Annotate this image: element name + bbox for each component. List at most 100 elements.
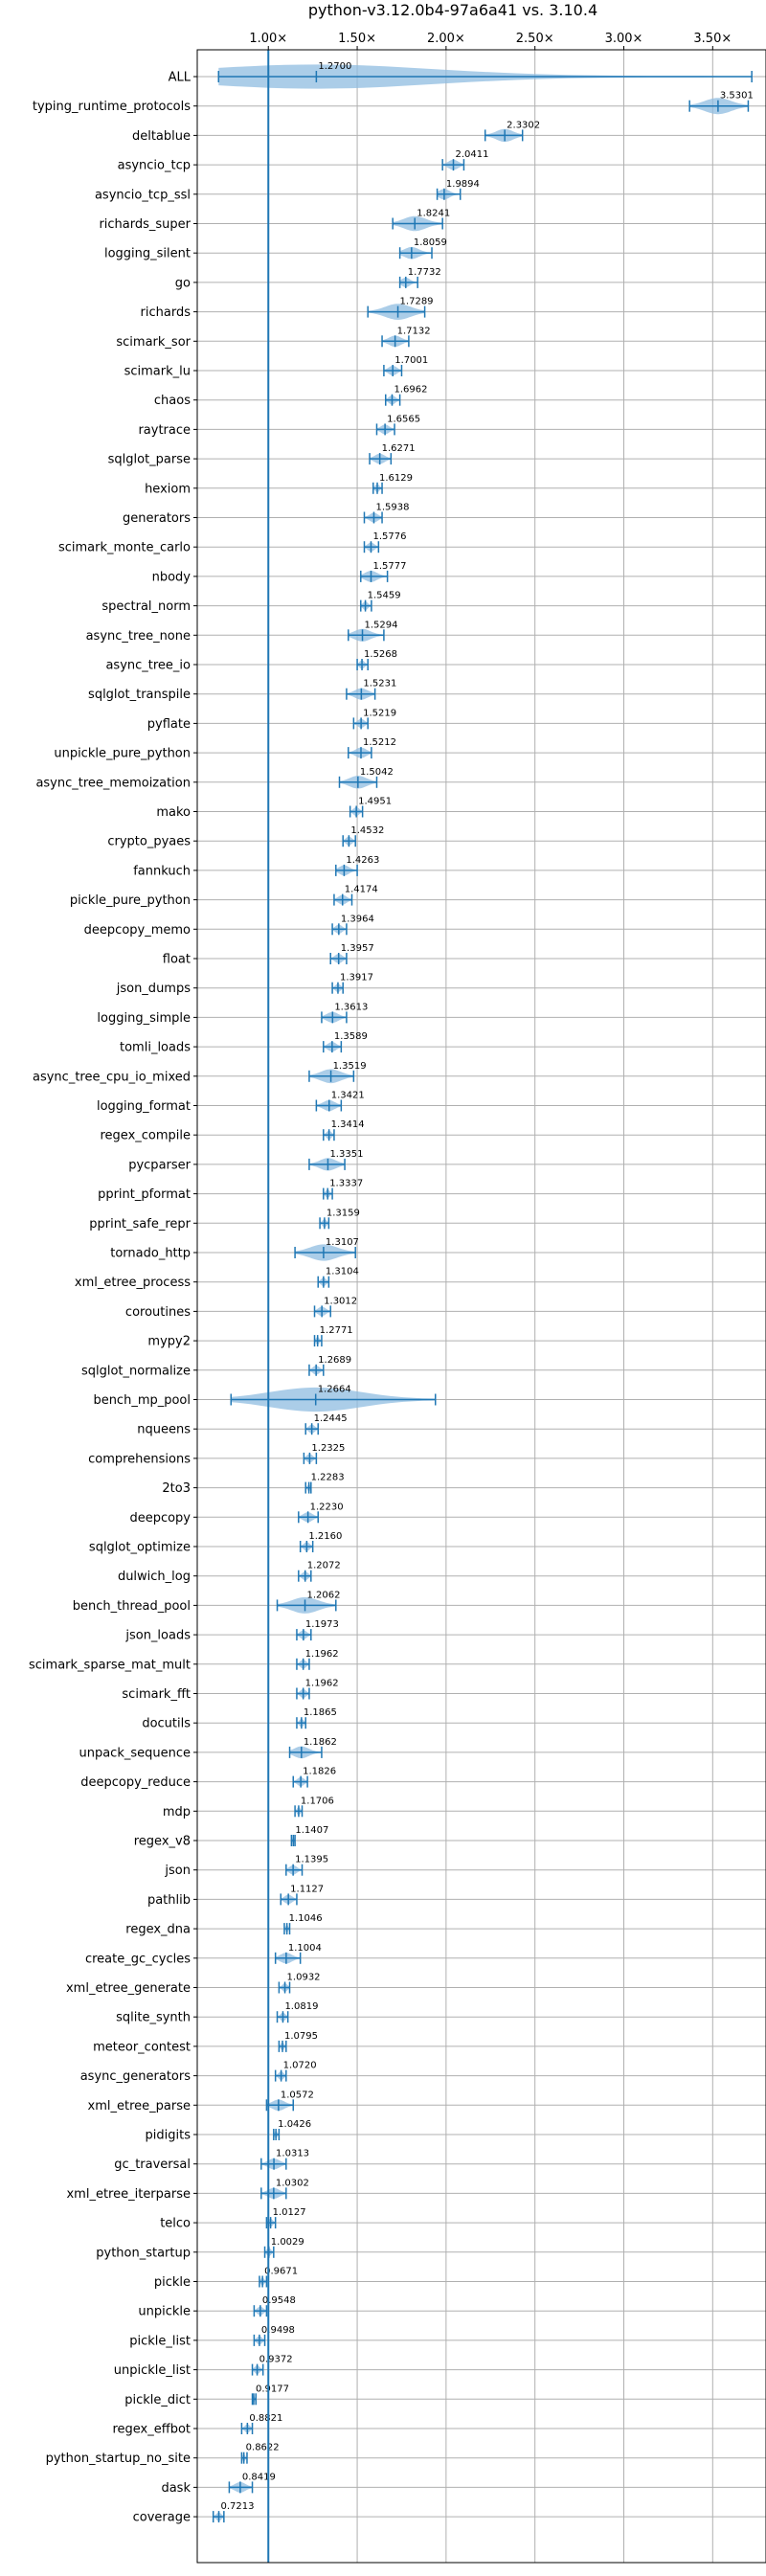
benchmark-row: tomli_loads 1.3589 [120, 1031, 766, 1055]
mean-value-label: 1.7289 [400, 297, 434, 307]
benchmark-label: sqlglot_optimize [89, 1541, 191, 1555]
x-tick-label: 2.00× [427, 32, 465, 46]
benchmark-label: regex_dna [125, 1923, 191, 1937]
benchmark-label: nqueens [137, 1423, 191, 1437]
mean-value-label: 1.1865 [304, 1707, 337, 1718]
benchmark-row: chaos 1.6962 [154, 385, 766, 408]
mean-value-label: 1.1962 [305, 1679, 339, 1689]
mean-value-label: 0.7213 [221, 2501, 255, 2512]
benchmark-label: logging_format [97, 1099, 191, 1114]
benchmark-row: mypy2 1.2771 [147, 1325, 766, 1349]
mean-value-label: 1.9894 [446, 179, 480, 190]
mean-value-label: 1.3957 [341, 943, 374, 954]
benchmark-row: async_tree_memoization 1.5042 [35, 767, 766, 790]
benchmark-row: telco 1.0127 [160, 2207, 766, 2231]
benchmark-label: comprehensions [88, 1452, 191, 1466]
benchmark-row: pickle 0.9671 [154, 2267, 766, 2290]
mean-value-label: 1.3104 [326, 1267, 359, 1277]
benchmark-row: deepcopy 1.2230 [129, 1502, 766, 1525]
benchmark-label: sqlite_synth [116, 2011, 191, 2025]
benchmark-label: asyncio_tcp [118, 159, 191, 173]
benchmark-label: ALL [169, 71, 192, 85]
benchmark-row: logging_silent 1.8059 [104, 237, 766, 261]
mean-value-label: 1.3613 [334, 1002, 368, 1012]
mean-value-label: 0.8821 [249, 2413, 282, 2424]
benchmark-label: mypy2 [147, 1335, 191, 1349]
benchmark-label: generators [123, 511, 191, 526]
mean-value-label: 1.0426 [278, 2119, 311, 2130]
mean-value-label: 1.2230 [310, 1502, 344, 1512]
benchmark-label: json_dumps [116, 982, 191, 996]
mean-value-label: 1.1407 [295, 1825, 328, 1836]
benchmark-row: comprehensions 1.2325 [88, 1443, 766, 1466]
benchmark-row: dask 0.8419 [161, 2472, 766, 2496]
mean-value-label: 1.2700 [318, 61, 351, 72]
benchmark-row: tornado_http 1.3107 [110, 1237, 766, 1261]
benchmark-label: deepcopy [129, 1511, 191, 1525]
benchmark-label: pathlib [147, 1893, 191, 1908]
benchmark-label: meteor_contest [93, 2040, 191, 2054]
x-axis-ticks: 1.00× 1.50× 2.00× 2.50× 3.00× 3.50× [249, 32, 732, 50]
benchmark-row: json 1.1395 [164, 1855, 766, 1878]
benchmark-label: tomli_loads [120, 1041, 191, 1055]
benchmark-row: float 1.3957 [163, 943, 766, 967]
benchmark-label: scimark_lu [124, 365, 191, 379]
mean-value-label: 1.2664 [318, 1385, 351, 1395]
benchmark-row: regex_compile 1.3414 [100, 1119, 766, 1143]
benchmark-label: richards [141, 305, 192, 320]
mean-value-label: 1.6962 [394, 385, 427, 395]
x-tick-label: 3.00× [605, 32, 643, 46]
mean-value-label: 1.0029 [271, 2237, 304, 2248]
benchmark-row: unpickle_list 0.9372 [114, 2355, 766, 2378]
mean-value-label: 1.7001 [394, 355, 428, 366]
benchmark-row: pycparser 1.3351 [128, 1149, 766, 1172]
mean-value-label: 1.3589 [334, 1031, 368, 1042]
x-tick-label: 1.00× [249, 32, 287, 46]
benchmark-row: pickle_pure_python 1.4174 [70, 885, 766, 908]
benchmark-label: scimark_fft [122, 1687, 191, 1702]
benchmark-row: xml_etree_parse 1.0572 [88, 2090, 766, 2113]
mean-value-label: 1.0127 [273, 2207, 306, 2218]
benchmark-label: scimark_sparse_mat_mult [29, 1658, 191, 1672]
benchmark-row: scimark_fft 1.1962 [122, 1679, 766, 1702]
x-tick-label: 1.50× [338, 32, 376, 46]
benchmark-row: asyncio_tcp 2.0411 [118, 149, 766, 173]
mean-value-label: 1.3159 [327, 1208, 360, 1218]
benchmark-label: create_gc_cycles [85, 1952, 191, 1966]
benchmark-row: raytrace 1.6565 [138, 414, 766, 438]
benchmark-label: bench_thread_pool [73, 1599, 191, 1614]
benchmark-row: scimark_sor 1.7132 [116, 326, 766, 350]
benchmark-label: xml_etree_parse [88, 2099, 191, 2113]
benchmark-row: pprint_safe_repr 1.3159 [89, 1208, 766, 1232]
benchmark-row: bench_mp_pool 1.2664 [93, 1385, 766, 1412]
benchmark-row: deltablue 2.3302 [132, 120, 766, 144]
benchmark-row: sqlglot_transpile 1.5231 [88, 679, 766, 702]
mean-value-label: 1.5268 [364, 649, 397, 660]
benchmark-row: scimark_monte_carlo 1.5776 [58, 531, 766, 555]
mean-value-label: 1.3964 [341, 914, 374, 924]
benchmark-label: pyflate [147, 717, 191, 732]
benchmark-label: regex_effbot [112, 2423, 191, 2437]
mean-value-label: 0.8622 [246, 2443, 280, 2453]
mean-value-label: 1.1706 [301, 1796, 334, 1806]
benchmark-label: async_tree_memoization [35, 776, 191, 790]
benchmark-label: regex_compile [100, 1129, 191, 1143]
mean-value-label: 0.9548 [262, 2295, 296, 2306]
mean-value-label: 1.1962 [305, 1649, 339, 1660]
benchmark-label: unpickle_pure_python [54, 747, 191, 761]
mean-value-label: 1.3917 [340, 973, 373, 983]
benchmark-label: hexiom [145, 482, 191, 496]
benchmark-row: nbody 1.5777 [152, 561, 766, 584]
benchmark-label: deepcopy_reduce [80, 1775, 191, 1790]
benchmark-row: 2to3 1.2283 [162, 1473, 766, 1496]
benchmark-row: pickle_dict 0.9177 [124, 2384, 766, 2407]
benchmark-label: fannkuch [133, 864, 191, 878]
benchmark-label: pickle [154, 2275, 191, 2290]
mean-value-label: 0.9177 [256, 2384, 289, 2394]
benchmark-label: async_tree_io [105, 659, 191, 673]
benchmark-label: typing_runtime_protocols [33, 100, 191, 114]
benchmark-row: python_startup 1.0029 [96, 2237, 766, 2260]
benchmark-row: go 1.7732 [175, 267, 766, 290]
benchmark-label: mdp [163, 1805, 191, 1819]
